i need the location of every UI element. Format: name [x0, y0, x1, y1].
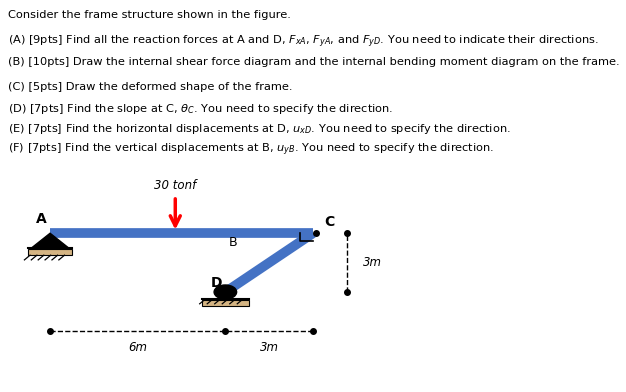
Text: (E) [7pts] Find the horizontal displacements at D, $u_{xD}$. You need to specify: (E) [7pts] Find the horizontal displacem… [8, 122, 511, 136]
FancyBboxPatch shape [28, 249, 72, 255]
Text: C: C [324, 214, 334, 229]
Text: (B) [10pts] Draw the internal shear force diagram and the internal bending momen: (B) [10pts] Draw the internal shear forc… [8, 57, 620, 67]
Text: Consider the frame structure shown in the figure.: Consider the frame structure shown in th… [8, 10, 291, 20]
Text: 3m: 3m [260, 341, 279, 354]
Text: (F) [7pts] Find the vertical displacements at B, $u_{yB}$. You need to specify t: (F) [7pts] Find the vertical displacemen… [8, 141, 495, 158]
Polygon shape [31, 233, 69, 248]
Text: 3m: 3m [363, 256, 382, 269]
Text: A: A [36, 212, 47, 226]
FancyBboxPatch shape [202, 300, 249, 306]
Text: B: B [228, 236, 237, 249]
Text: 6m: 6m [128, 341, 147, 354]
Text: D: D [211, 276, 222, 290]
Text: (A) [9pts] Find all the reaction forces at A and D, $F_{xA}$, $F_{yA}$, and $F_{: (A) [9pts] Find all the reaction forces … [8, 33, 598, 50]
Text: 30 tonf: 30 tonf [154, 179, 197, 192]
Text: (D) [7pts] Find the slope at C, $\theta_C$. You need to specify the direction.: (D) [7pts] Find the slope at C, $\theta_… [8, 102, 393, 116]
Circle shape [214, 285, 237, 299]
Text: (C) [5pts] Draw the deformed shape of the frame.: (C) [5pts] Draw the deformed shape of th… [8, 82, 292, 93]
